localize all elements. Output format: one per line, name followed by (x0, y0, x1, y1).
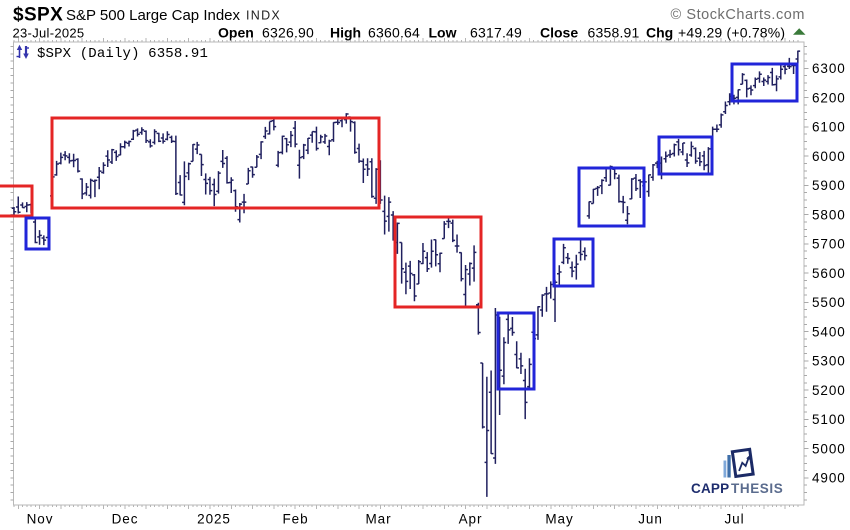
svg-text:Jul: Jul (725, 512, 745, 527)
svg-text:6300: 6300 (812, 61, 846, 76)
svg-text:5000: 5000 (812, 441, 846, 456)
svg-text:5800: 5800 (812, 207, 846, 222)
svg-text:INDX: INDX (246, 9, 281, 23)
svg-text:6000: 6000 (812, 149, 846, 164)
svg-text:5100: 5100 (812, 412, 846, 427)
svg-text:May: May (545, 512, 573, 527)
svg-text:4900: 4900 (812, 471, 846, 486)
svg-text:6200: 6200 (812, 90, 846, 105)
svg-text:Jun: Jun (638, 512, 662, 527)
svg-text:6100: 6100 (812, 120, 846, 135)
svg-text:THESIS: THESIS (731, 481, 783, 496)
svg-text:CAPP: CAPP (691, 481, 729, 496)
svg-text:Nov: Nov (27, 512, 54, 527)
svg-text:23-Jul-2025: 23-Jul-2025 (13, 26, 85, 41)
svg-text:5700: 5700 (812, 237, 846, 252)
svg-text:5900: 5900 (812, 178, 846, 193)
svg-text:2025: 2025 (197, 512, 231, 527)
svg-text:Mar: Mar (366, 512, 392, 527)
svg-text:Feb: Feb (283, 512, 309, 527)
svg-text:© StockCharts.com: © StockCharts.com (671, 7, 805, 23)
svg-text:5600: 5600 (812, 266, 846, 281)
svg-text:5500: 5500 (812, 295, 846, 310)
svg-text:Dec: Dec (112, 512, 139, 527)
svg-text:S&P 500 Large Cap Index: S&P 500 Large Cap Index (66, 7, 241, 24)
svg-text:5400: 5400 (812, 324, 846, 339)
svg-text:$SPX: $SPX (13, 5, 63, 26)
svg-text:5300: 5300 (812, 354, 846, 369)
svg-text:5200: 5200 (812, 383, 846, 398)
svg-text:Apr: Apr (459, 512, 483, 527)
svg-text:$SPX (Daily) 6358.91: $SPX (Daily) 6358.91 (37, 46, 208, 62)
